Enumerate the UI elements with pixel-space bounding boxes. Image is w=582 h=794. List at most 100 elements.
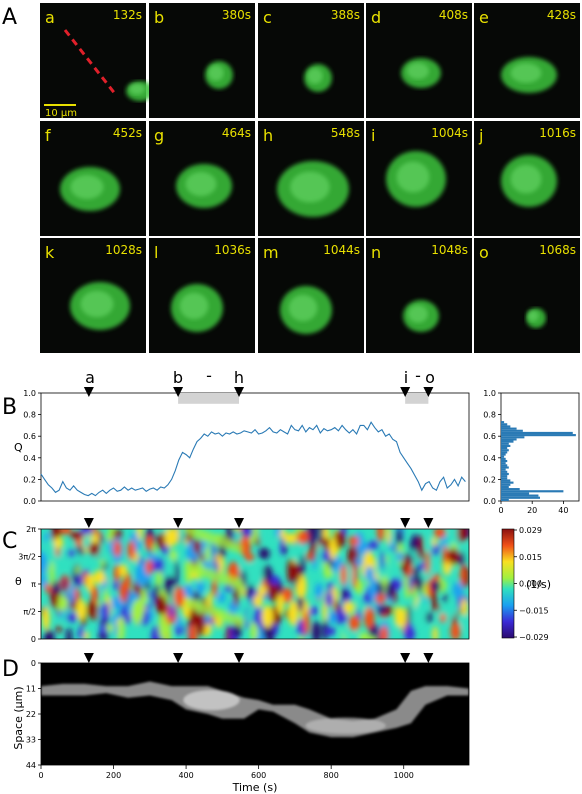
event-marker-triangle (234, 387, 245, 397)
cell-image-tile: b 380s (149, 3, 255, 118)
histogram-bar (501, 434, 576, 437)
tile-timestamp: 132s (113, 8, 142, 22)
tile-timestamp: 1028s (105, 243, 142, 257)
cell-image-tile: a 132s (40, 3, 154, 118)
event-marker-triangle (400, 518, 411, 528)
histogram-bar (501, 464, 508, 467)
theta-tick-label: 3π/2 (18, 553, 36, 562)
event-marker-triangle (173, 387, 184, 397)
time-tick-label: 800 (324, 771, 339, 780)
histogram-bar (501, 462, 506, 465)
event-interval-shade (178, 393, 240, 404)
q-y-tick-label: 0.2 (23, 475, 36, 484)
histogram-bar (501, 459, 508, 463)
theta-tick-label: π (31, 580, 36, 589)
tile-timestamp: 1068s (539, 243, 576, 257)
tile-timestamp: 1036s (214, 243, 251, 257)
histogram-bar (501, 425, 511, 428)
cell-image-tile: f 452s (40, 121, 146, 236)
histogram-y-tick-label: 0.6 (483, 432, 496, 441)
histogram-bar (501, 479, 511, 482)
event-label-b: b (173, 368, 183, 387)
time-tick-label: 400 (178, 771, 193, 780)
q-y-tick-label: 1.0 (23, 389, 36, 398)
q-histogram: 0.0 0.2 0.4 0.6 0.8 1.0 0 20 40 (483, 389, 580, 515)
cell-image-tile: i 1004s (366, 121, 472, 236)
histogram-bar (501, 436, 525, 439)
tile-timestamp: 464s (222, 126, 251, 140)
histogram-bar (501, 421, 505, 424)
theta-heatmap: 0 π/2 π 3π/2 2π θ (15, 525, 470, 644)
histogram-bar (501, 483, 511, 486)
space-tick-label: 44 (26, 761, 36, 770)
histogram-bar (501, 451, 508, 454)
colorbar-tick-label: −0.029 (519, 633, 549, 642)
histogram-x-tick-label: 0 (498, 506, 503, 515)
histogram-bar (501, 488, 520, 491)
event-label-dash-2: - (415, 366, 421, 385)
tile-letter: i (371, 126, 375, 145)
histogram-bar (501, 447, 508, 450)
cell-image-tile: g 464s (149, 121, 255, 236)
event-marker-triangle (83, 518, 94, 528)
tile-letter: o (479, 243, 489, 262)
theta-tick-label: 0 (31, 635, 36, 644)
kymograph-line (63, 29, 118, 96)
q-y-tick-label: 0.6 (23, 432, 36, 441)
panel-label-a: A (2, 5, 17, 30)
tile-timestamp: 452s (113, 126, 142, 140)
tile-letter: f (45, 126, 51, 145)
tile-timestamp: 1044s (323, 243, 360, 257)
time-tick-label: 0 (38, 771, 43, 780)
q-plot-frame (40, 392, 470, 502)
tile-letter: l (154, 243, 158, 262)
histogram-bar (501, 457, 506, 460)
tile-timestamp: 548s (331, 126, 360, 140)
tile-letter: h (263, 126, 273, 145)
colorbar: 0.029 0.015 0.000 −0.015 −0.029 (1/s) (501, 526, 551, 642)
time-tick-label: 200 (106, 771, 121, 780)
tile-timestamp: 408s (439, 8, 468, 22)
event-marker-triangle (83, 387, 94, 397)
kymograph: 0 11 22 33 44 0 200 400 600 800 1000 Space (μm) T… (12, 659, 470, 794)
tile-letter: k (45, 243, 55, 262)
tile-timestamp: 428s (547, 8, 576, 22)
tile-letter: d (371, 8, 381, 27)
tile-letter: c (263, 8, 272, 27)
time-tick-label: 600 (251, 771, 266, 780)
histogram-y-tick-label: 1.0 (483, 389, 496, 398)
histogram-bar (501, 475, 508, 478)
panel-label-b: B (2, 395, 17, 420)
histogram-bar (501, 444, 511, 447)
histogram-bar (501, 481, 514, 484)
histogram-x-tick-label: 20 (527, 506, 537, 515)
event-marker-triangle (423, 387, 434, 397)
histogram-bar (501, 438, 517, 441)
histogram-bar (501, 427, 517, 430)
q-y-tick-label: 0.4 (23, 454, 36, 463)
tile-timestamp: 380s (222, 8, 251, 22)
cell-image-tile: k 1028s (40, 238, 146, 353)
scale-bar-label: 10 μm (45, 108, 77, 119)
tile-timestamp: 1004s (431, 126, 468, 140)
theta-tick-label: π/2 (23, 608, 36, 617)
colorbar-tick-label: 0.000 (519, 580, 542, 589)
event-marker-triangle (234, 653, 245, 663)
theta-tick-label: 2π (26, 525, 36, 534)
histogram-frame (500, 392, 580, 502)
cell-image-tile: m 1044s (258, 238, 364, 353)
event-marker-triangle (423, 653, 434, 663)
cell-image-tile: j 1016s (474, 121, 580, 236)
histogram-bar (501, 431, 573, 435)
histogram-bar (501, 442, 509, 445)
cell-image-tile: e 428s (474, 3, 580, 118)
cell-image-tile: c 388s (258, 3, 364, 118)
tile-letter: m (263, 243, 279, 262)
colorbar-tick-label: 0.015 (519, 553, 542, 562)
event-label-o: o (425, 368, 435, 387)
colorbar-tick-label: 0.029 (519, 526, 542, 535)
panel-label-c: C (2, 529, 17, 554)
cell-image-tile: n 1048s (366, 238, 472, 353)
histogram-bar (501, 490, 564, 493)
histogram-bar (501, 485, 509, 489)
